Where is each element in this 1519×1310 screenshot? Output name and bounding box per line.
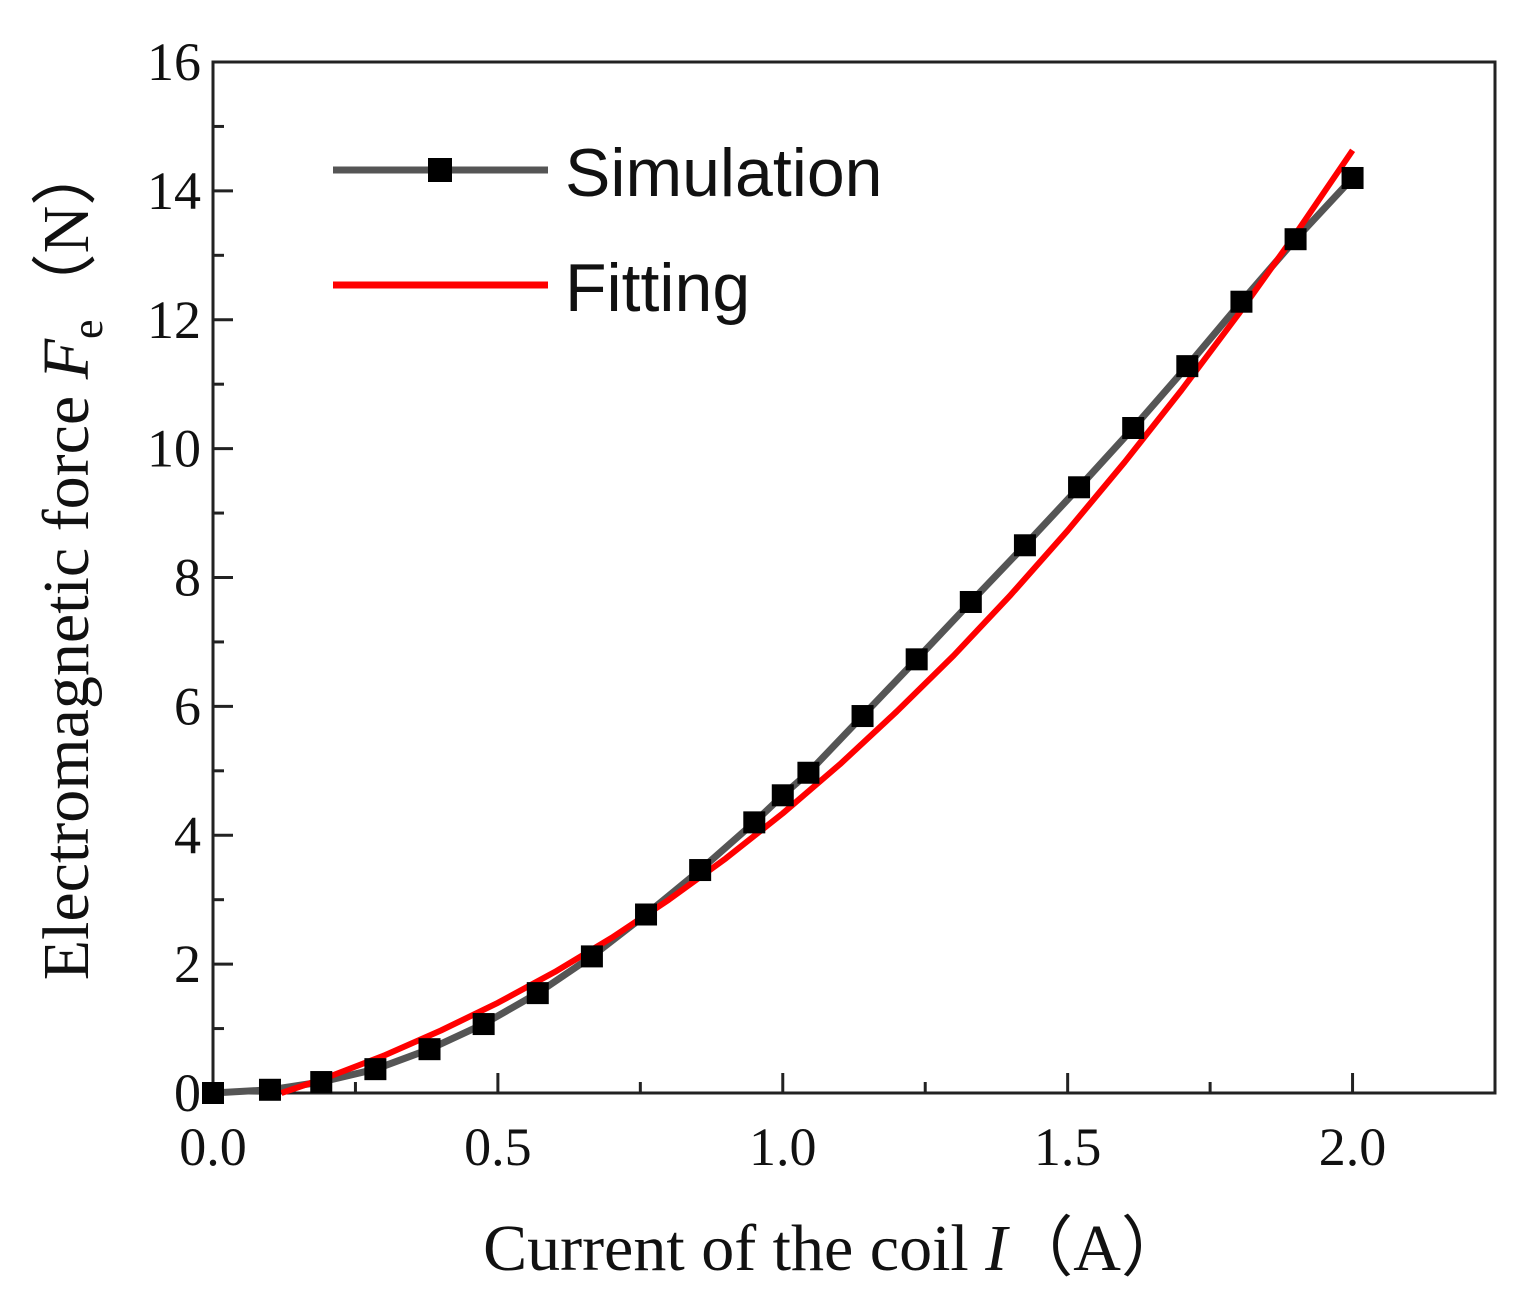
y-axis-ticks: 0 2 4 6 8 10 12 14 16 [147, 32, 233, 1123]
simulation-point [1068, 476, 1091, 499]
simulation-point [418, 1038, 441, 1061]
simulation-point [1176, 355, 1199, 378]
x-tick-label: 1.0 [749, 1117, 817, 1177]
simulation-point [905, 648, 928, 671]
x-axis-title: Current of the coil I（A） [483, 1212, 1187, 1285]
y-tick-label: 14 [147, 161, 201, 221]
simulation-point [258, 1078, 281, 1101]
y-axis-title: Electromagnetic force Fe（N） [30, 140, 112, 981]
y-tick-label: 4 [174, 805, 201, 865]
simulation-point [959, 590, 982, 613]
y-tick-label: 16 [147, 32, 201, 92]
simulation-point [1230, 290, 1253, 313]
simulation-point [1284, 228, 1307, 251]
simulation-point [689, 859, 712, 882]
simulation-line [212, 175, 1356, 1097]
x-axis-title-unit: （A） [1007, 1212, 1187, 1285]
simulation-point [202, 1082, 224, 1104]
y-tick-label: 2 [174, 934, 201, 994]
y-tick-label: 10 [147, 419, 201, 479]
y-tick-label: 6 [174, 676, 201, 736]
x-tick-label: 0.5 [464, 1117, 532, 1177]
simulation-point [743, 811, 766, 834]
x-axis-title-var: I [984, 1212, 1010, 1285]
simulation-point [1341, 166, 1364, 189]
legend-simulation-marker [428, 158, 452, 182]
simulation-point [771, 784, 794, 807]
y-tick-label: 12 [147, 290, 201, 350]
x-tick-label: 2.0 [1319, 1117, 1387, 1177]
x-tick-label: 0.0 [179, 1117, 247, 1177]
y-tick-label: 8 [174, 548, 201, 608]
plot-frame [211, 60, 1497, 1095]
y-axis-title-sub: e [63, 319, 112, 339]
y-axis-title-main: Electromagnetic force [30, 379, 103, 980]
series-layer [202, 148, 1364, 1104]
x-axis-ticks: 0.0 0.5 1.0 1.5 2.0 [179, 1073, 1497, 1177]
simulation-point [364, 1058, 387, 1081]
x-tick-label: 1.5 [1034, 1117, 1102, 1177]
simulation-point [580, 945, 603, 968]
simulation-point [526, 982, 549, 1005]
y-axis-title-unit: （N） [30, 140, 103, 320]
fitting-line [280, 148, 1356, 1096]
legend-fitting-label: Fitting [565, 250, 750, 326]
simulation-point [472, 1013, 495, 1036]
simulation-point [1013, 534, 1036, 557]
simulation-point [310, 1071, 333, 1094]
simulation-point [797, 761, 820, 784]
simulation-point [851, 705, 874, 728]
simulation-point [635, 903, 658, 926]
y-axis-title-var: F [30, 338, 103, 380]
legend-simulation-label: Simulation [565, 135, 883, 211]
x-axis-title-main: Current of the coil [483, 1212, 985, 1285]
simulation-point [1122, 417, 1145, 440]
legend: Simulation Fitting [333, 135, 883, 326]
y-tick-label: 0 [174, 1063, 201, 1123]
